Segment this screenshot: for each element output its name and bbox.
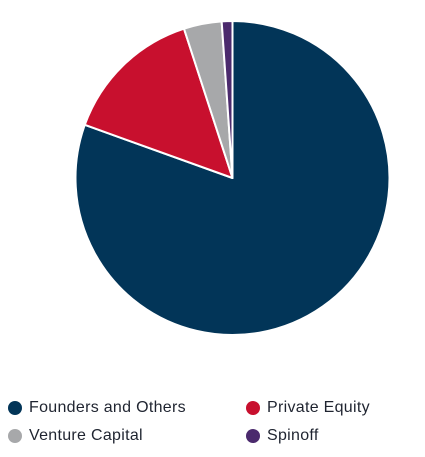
legend-label-private-equity: Private Equity (267, 399, 370, 416)
pie-slice-spinoff (220, 19, 234, 179)
pie-chart (74, 19, 391, 336)
legend-item-private-equity: Private Equity (246, 398, 418, 418)
legend-item-venture-capital: Venture Capital (8, 426, 246, 446)
legend-swatch-founders-and-others (8, 401, 22, 415)
legend-label-founders-and-others: Founders and Others (29, 399, 186, 416)
chart-legend: Founders and Others Private Equity Ventu… (8, 398, 418, 446)
legend-label-spinoff: Spinoff (267, 427, 319, 444)
legend-swatch-venture-capital (8, 429, 22, 443)
legend-swatch-spinoff (246, 429, 260, 443)
pie-slices (74, 19, 391, 336)
legend-swatch-private-equity (246, 401, 260, 415)
legend-item-spinoff: Spinoff (246, 426, 418, 446)
legend-label-venture-capital: Venture Capital (29, 427, 143, 444)
legend-item-founders-and-others: Founders and Others (8, 398, 246, 418)
